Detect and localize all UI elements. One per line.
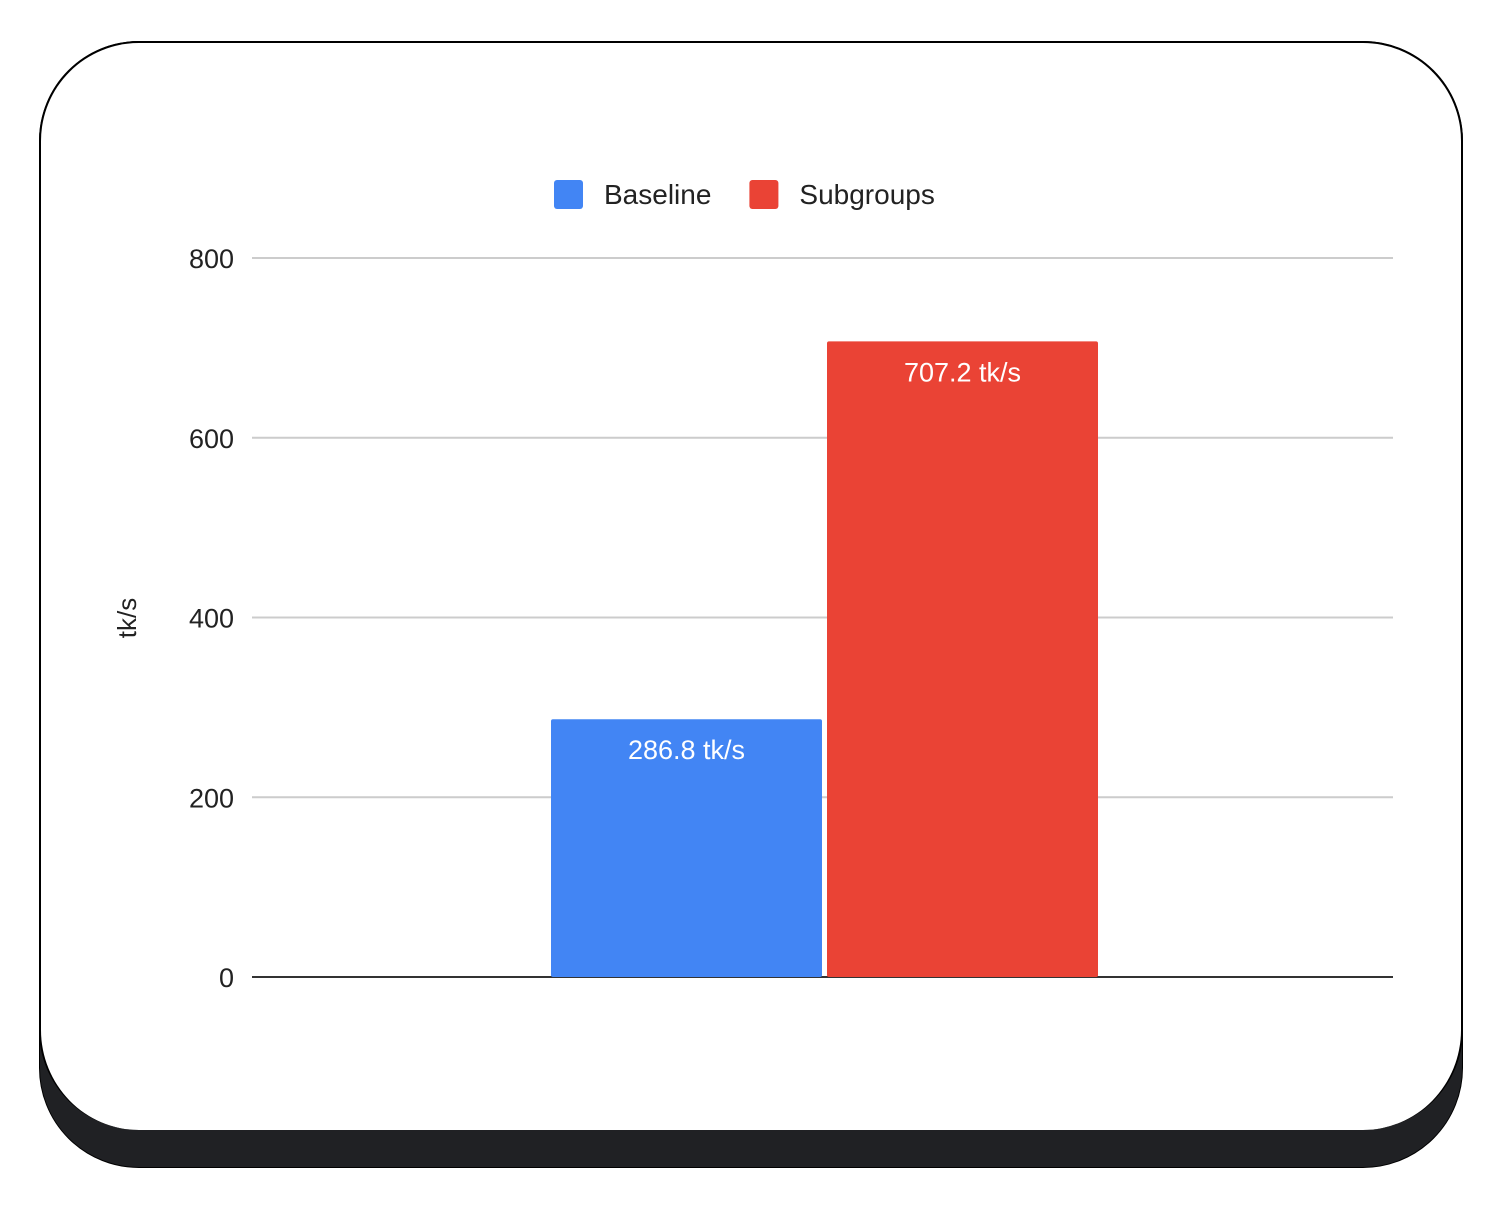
- legend-item-subgroups: Subgroups: [749, 179, 935, 210]
- bars: 286.8 tk/s 707.2 tk/s: [551, 341, 1098, 977]
- data-label: 286.8 tk/s: [628, 735, 745, 765]
- bar-baseline: [551, 719, 822, 977]
- y-tick-label: 600: [189, 424, 234, 454]
- y-tick-labels: 0 200 400 600 800: [189, 244, 234, 993]
- gridlines: [252, 257, 1393, 978]
- legend-label: Baseline: [604, 179, 711, 210]
- legend-item-baseline: Baseline: [554, 179, 711, 210]
- y-tick-label: 800: [189, 244, 234, 274]
- legend-label: Subgroups: [799, 179, 934, 210]
- bar-subgroups: [827, 341, 1098, 977]
- legend-swatch: [554, 180, 583, 209]
- data-label: 707.2 tk/s: [904, 357, 1021, 387]
- y-axis-label: tk/s: [112, 598, 142, 638]
- legend-swatch: [749, 180, 779, 209]
- y-tick-label: 400: [189, 604, 234, 634]
- y-tick-label: 0: [219, 963, 234, 993]
- y-tick-label: 200: [189, 783, 234, 813]
- legend: Baseline Subgroups: [554, 179, 935, 210]
